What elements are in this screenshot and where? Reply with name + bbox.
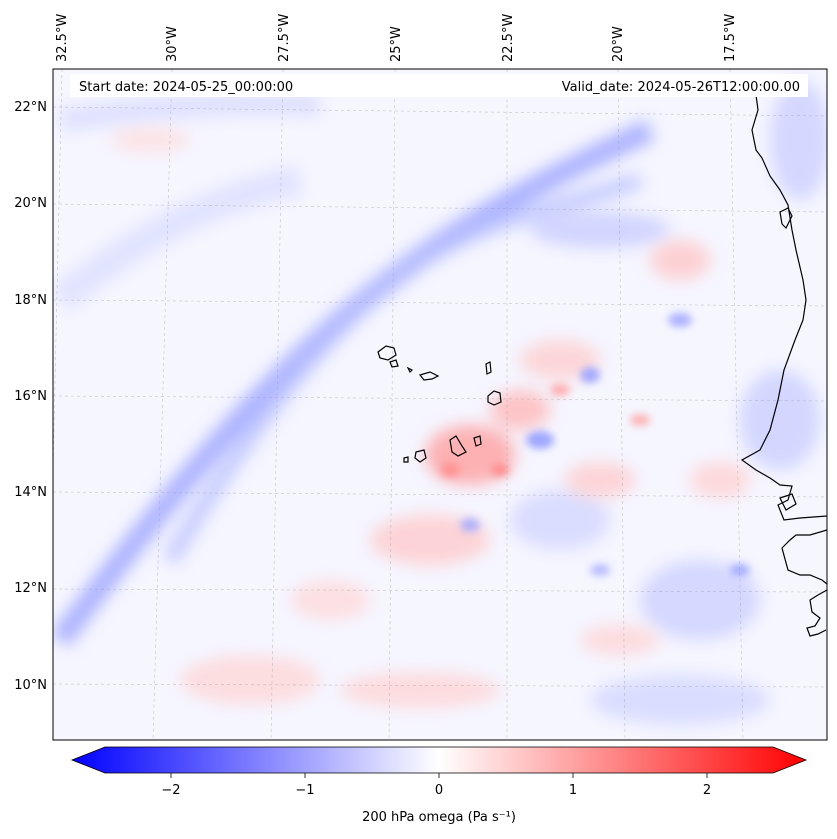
colorbar-ticks: −2 −1 0 1 2 [161,773,711,798]
longitude-label: 20°W [611,26,626,62]
cabo-verde-island [449,435,467,457]
cabo-verde-island [406,366,414,374]
colorbar-tick-label: 1 [569,783,577,798]
longitude-label: 22.5°W [501,14,516,62]
colorbar-tick-label: −2 [161,783,180,798]
latitude-labels: 22°N 20°N 18°N 16°N 14°N 12°N 10°N [14,100,47,693]
gambia-coastline [781,529,827,585]
latitude-label: 14°N [14,485,47,500]
header-band [70,74,808,97]
map-background [53,69,827,740]
omega-field [53,69,827,740]
cabo-verde-island [414,449,427,463]
gridlines [53,69,827,740]
cabo-verde-island [389,359,399,368]
colorbar-tick-label: 2 [703,783,711,798]
cabo-verde-island [485,361,492,375]
latitude-label: 18°N [14,293,47,308]
colorbar-tick-label: −1 [295,783,314,798]
map-panel: Start date: 2024-05-25_00:00:00 Valid_da… [52,68,828,741]
cabo-verde-island [403,456,409,463]
latitude-label: 12°N [14,581,47,596]
cabo-verde-island [377,345,397,361]
colorbar-bar [70,746,808,774]
longitude-label: 32.5°W [55,14,70,62]
guinea-bissau-coastline [806,589,827,637]
colorbar-tick-label: 0 [435,783,443,798]
coastlines [377,94,827,637]
latitude-label: 20°N [14,196,47,211]
longitude-label: 30°W [165,26,180,62]
start-date-label: Start date: 2024-05-25_00:00:00 [79,80,293,95]
latitude-label: 10°N [14,678,47,693]
cabo-verde-island [418,371,440,381]
cabo-verde-island [473,435,482,447]
latitude-label: 22°N [14,100,47,115]
colorbar-label: 200 hPa omega (Pa s⁻¹) [362,810,516,825]
map-frame [52,68,828,741]
cabo-verde-island [487,390,502,406]
africa-coastline [740,94,827,521]
longitude-label: 27.5°W [277,14,292,62]
colorbar: −2 −1 0 1 2 200 hPa omega (Pa s⁻¹) [70,746,808,825]
latitude-label: 16°N [14,389,47,404]
longitude-label: 25°W [389,26,404,62]
longitude-labels: 32.5°W 30°W 27.5°W 25°W 22.5°W 20°W 17.5… [55,14,738,62]
longitude-label: 17.5°W [723,14,738,62]
valid-date-label: Valid_date: 2024-05-26T12:00:00.00 [562,80,800,95]
